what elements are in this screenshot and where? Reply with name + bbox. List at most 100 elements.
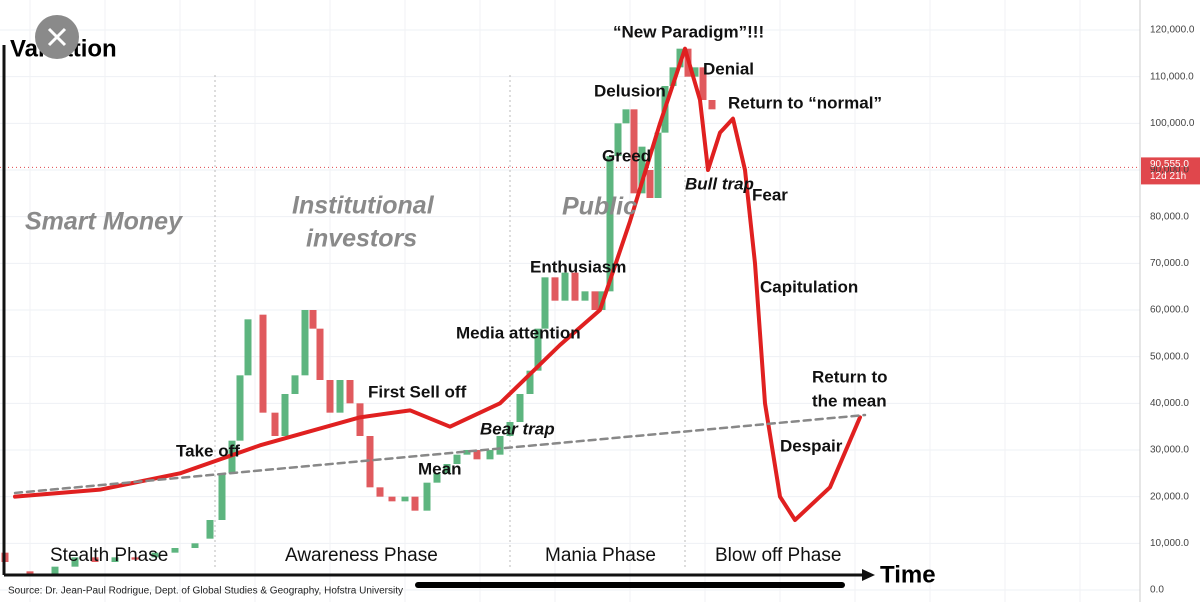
annotation: “New Paradigm”!!! bbox=[613, 22, 764, 41]
candle bbox=[614, 123, 622, 156]
annotation: Return to “normal” bbox=[728, 93, 882, 112]
candle bbox=[356, 403, 364, 436]
candle bbox=[699, 67, 707, 100]
candle bbox=[131, 557, 139, 560]
candle bbox=[561, 272, 569, 301]
candle bbox=[388, 496, 396, 502]
candle bbox=[423, 482, 431, 511]
annotation: Denial bbox=[703, 59, 754, 78]
candle bbox=[638, 146, 646, 194]
y-tick-label: 60,000.0 bbox=[1150, 305, 1189, 316]
candle bbox=[236, 375, 244, 441]
annotation: Delusion bbox=[594, 81, 666, 100]
close-icon[interactable] bbox=[47, 27, 67, 47]
annotation: Greed bbox=[602, 146, 651, 165]
cycle-curve bbox=[13, 46, 862, 522]
candle bbox=[309, 310, 317, 329]
annotation: First Sell off bbox=[368, 382, 467, 401]
annotation: Capitulation bbox=[760, 277, 858, 296]
candle bbox=[191, 543, 199, 548]
candle bbox=[206, 520, 214, 539]
price-tag bbox=[1141, 157, 1200, 185]
group-label: Public bbox=[562, 193, 637, 221]
y-tick-label: 90,000.0 bbox=[1150, 165, 1189, 176]
phase-label: Mania Phase bbox=[545, 545, 656, 566]
y-tick-label: 40,000.0 bbox=[1150, 398, 1189, 409]
candle bbox=[571, 272, 579, 301]
close-button[interactable] bbox=[35, 15, 79, 59]
annotation: the mean bbox=[812, 391, 887, 410]
candle bbox=[463, 450, 471, 455]
candle bbox=[551, 277, 559, 301]
candle bbox=[654, 132, 662, 198]
plot bbox=[0, 46, 1140, 576]
candle bbox=[346, 380, 354, 404]
x-axis-title: Time bbox=[880, 561, 936, 588]
candle bbox=[71, 557, 79, 567]
candle bbox=[259, 314, 267, 413]
candle bbox=[541, 277, 549, 329]
candle bbox=[411, 496, 419, 511]
candle bbox=[606, 156, 614, 292]
candle bbox=[630, 109, 638, 194]
mean-line bbox=[13, 413, 867, 495]
candle bbox=[111, 557, 119, 562]
candle bbox=[336, 380, 344, 413]
y-tick-label: 20,000.0 bbox=[1150, 491, 1189, 502]
y-tick-label: 120,000.0 bbox=[1150, 25, 1195, 36]
annotation: Bear trap bbox=[480, 419, 555, 438]
y-tick-label: 80,000.0 bbox=[1150, 211, 1189, 222]
price-tag-label: 90,555.0 bbox=[1150, 159, 1189, 170]
y-tick-label: 10,000.0 bbox=[1150, 538, 1189, 549]
group-label: Smart Money bbox=[25, 208, 183, 236]
annotation: Enthusiasm bbox=[530, 257, 626, 276]
y-tick-label: 30,000.0 bbox=[1150, 445, 1189, 456]
grid bbox=[0, 0, 1140, 602]
candle bbox=[316, 328, 324, 380]
candle bbox=[708, 100, 716, 110]
time-arrow bbox=[862, 569, 875, 581]
annotation: Return to bbox=[812, 367, 888, 386]
candle bbox=[244, 319, 252, 376]
candle bbox=[506, 422, 514, 436]
candle bbox=[691, 67, 699, 77]
phase-label: Awareness Phase bbox=[285, 545, 438, 566]
phase-label: Stealth Phase bbox=[50, 545, 168, 566]
candle bbox=[291, 375, 299, 394]
phase-label: Blow off Phase bbox=[715, 545, 841, 566]
candle bbox=[151, 552, 159, 558]
candle bbox=[669, 67, 677, 86]
group-label: Institutional bbox=[292, 192, 435, 220]
annotation: Mean bbox=[418, 459, 461, 478]
annotation: Despair bbox=[780, 436, 843, 455]
source: Source: Dr. Jean-Paul Rodrigue, Dept. of… bbox=[8, 586, 403, 597]
candle bbox=[443, 464, 451, 474]
group-label: investors bbox=[306, 225, 417, 253]
annotation: Take off bbox=[176, 441, 240, 460]
candle bbox=[366, 436, 374, 488]
scroll-indicator[interactable] bbox=[415, 582, 845, 588]
candle bbox=[581, 291, 589, 301]
candle bbox=[51, 566, 59, 574]
candle bbox=[526, 370, 534, 394]
candle bbox=[401, 496, 409, 502]
candle bbox=[218, 473, 226, 520]
y-tick-label: 0.0 bbox=[1150, 585, 1164, 596]
candle bbox=[496, 436, 504, 455]
y-tick-label: 100,000.0 bbox=[1150, 118, 1195, 129]
candle bbox=[376, 487, 384, 497]
candle bbox=[453, 454, 461, 464]
price-tag-countdown: 12d 21h bbox=[1150, 171, 1186, 182]
candle bbox=[622, 109, 630, 124]
candle bbox=[534, 328, 542, 371]
candle bbox=[486, 450, 494, 460]
candle bbox=[433, 473, 441, 483]
y-tick-label: 110,000.0 bbox=[1150, 71, 1194, 82]
candle bbox=[301, 310, 309, 376]
candle bbox=[171, 548, 179, 553]
annotation: Fear bbox=[752, 185, 788, 204]
candle bbox=[91, 557, 99, 562]
y-tick-label: 50,000.0 bbox=[1150, 351, 1189, 362]
candle bbox=[516, 394, 524, 422]
